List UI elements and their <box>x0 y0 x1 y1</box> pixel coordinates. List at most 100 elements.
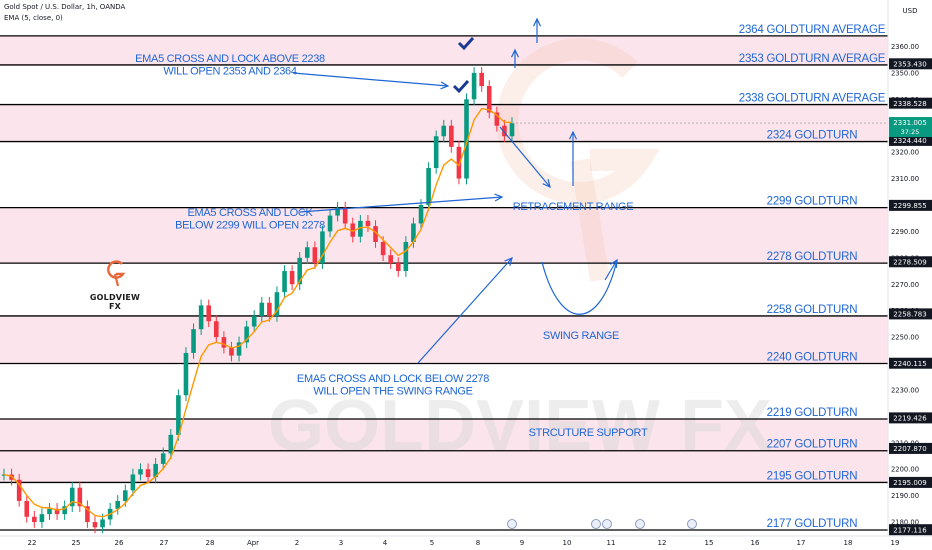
level-label: 2207 GOLDTURN <box>767 439 858 451</box>
time-tick-label: 16 <box>751 539 760 547</box>
currency-label: USD <box>903 7 918 15</box>
price-tag-bg <box>889 357 932 369</box>
price-tag-bg <box>889 134 932 146</box>
time-tick-label: 26 <box>115 539 124 547</box>
time-tick-label: 12 <box>658 539 667 547</box>
candle-body <box>85 506 90 523</box>
level-label: 2240 GOLDTURN <box>767 352 858 364</box>
candle-body <box>176 395 181 435</box>
ema-line <box>3 107 513 518</box>
level-label: 2278 GOLDTURN <box>767 251 858 263</box>
level-labels-layer: 2364 GOLDTURN AVERAGE 2353 GOLDTURN AVERA… <box>739 24 886 530</box>
price-tag-bg <box>889 58 932 70</box>
price-tag: 2207.870 <box>893 445 926 453</box>
candle-body <box>403 241 409 272</box>
arrow-retracement-head <box>542 179 551 189</box>
candle-body <box>274 292 280 316</box>
symbol-title: Gold Spot / U.S. Dollar, 1h, OANDA <box>4 3 126 11</box>
price-tick-label: 2320.00 <box>891 149 919 157</box>
price-tick-label: 2200.00 <box>891 466 919 474</box>
level-label: 2258 GOLDTURN <box>767 304 858 316</box>
candle-body <box>335 207 340 216</box>
annotation-text: EMA5 CROSS AND LOCK ABOVE 2238 <box>135 53 325 65</box>
current-price: 2331.005 <box>893 119 926 127</box>
candle-body <box>198 305 204 330</box>
event-flag-icon[interactable] <box>635 519 645 529</box>
candle-body <box>213 321 219 338</box>
arrow-up-2353-head <box>510 48 520 58</box>
price-tag: 2299.855 <box>893 202 926 210</box>
event-flag-icon[interactable] <box>687 519 697 529</box>
candle-body <box>54 508 60 515</box>
time-tick-label: Apr <box>247 539 259 547</box>
candle-body <box>486 86 492 113</box>
price-tag: 2240.115 <box>893 360 926 368</box>
time-axis-bg <box>0 536 932 550</box>
price-tag-bg <box>889 524 932 536</box>
candle-body <box>39 514 45 523</box>
price-tag: 2177.116 <box>893 526 927 534</box>
candle-body <box>191 329 196 353</box>
price-tick-label: 2180.00 <box>891 519 919 527</box>
candle-body <box>100 519 105 528</box>
watermark-text: GOLDVIEW FX <box>268 386 772 466</box>
candle-body <box>411 223 416 242</box>
bar-countdown: 37:25 <box>901 128 920 136</box>
candle-body <box>441 125 447 137</box>
annotation-text: SWING RANGE <box>543 330 619 342</box>
level-label: 2219 GOLDTURN <box>767 407 858 419</box>
candle-body <box>464 99 469 179</box>
level-label: 2299 GOLDTURN <box>767 196 858 208</box>
candle-body <box>251 315 257 327</box>
event-flag-icon[interactable] <box>591 519 601 529</box>
price-tag: 2195.009 <box>893 479 926 487</box>
candle-body <box>229 347 234 356</box>
event-flag-icon[interactable] <box>602 519 612 529</box>
event-flag-icon[interactable] <box>507 519 517 529</box>
annotation-text: RETRACEMENT RANGE <box>513 201 634 213</box>
price-tick-label: 2250.00 <box>891 334 919 342</box>
price-tag-bg <box>889 256 932 268</box>
candle-body <box>494 112 500 126</box>
price-tick-label: 2350.00 <box>891 69 919 77</box>
goldview-logo: GOLDVIEW FX <box>84 258 146 311</box>
candle-body <box>183 352 189 396</box>
price-tag: 2324.440 <box>893 137 926 145</box>
price-tick-label: 2290.00 <box>891 228 919 236</box>
candle-body <box>123 490 128 501</box>
time-tick-label: 10 <box>563 539 572 547</box>
watermark-logo-arc <box>496 38 661 205</box>
price-tag: 2338.528 <box>893 100 926 108</box>
candle-body <box>153 463 158 478</box>
time-tick-label: 18 <box>844 539 853 547</box>
candle-body <box>380 241 386 256</box>
candle-body <box>236 342 242 356</box>
swing-curve-arrow <box>604 259 618 281</box>
candle-body <box>24 500 30 517</box>
candle-body <box>433 136 439 168</box>
candle-body <box>206 305 212 322</box>
time-tick-label: 27 <box>160 539 169 547</box>
price-tick-label: 2230.00 <box>891 386 919 394</box>
arrow-to-breakout-head <box>440 81 450 90</box>
watermark-logo-icon <box>496 38 661 282</box>
arrow-to-2278 <box>417 257 513 364</box>
time-tick-label: 15 <box>705 539 714 547</box>
candle-body <box>304 247 310 258</box>
time-axis: 22 25 26 27 28 Apr 2 3 4 5 8 9 10 11 12 15 16 17 18 19 <box>0 519 932 550</box>
arrow-retracement <box>499 126 551 188</box>
candle-body <box>342 207 348 224</box>
candle-body <box>244 326 249 343</box>
price-axis: USD2360.002350.002340.002330.002320.0023… <box>512 0 932 550</box>
time-tick-label: 8 <box>476 539 480 547</box>
price-tick-label: 2360.00 <box>891 43 919 51</box>
swing-curve-arrow-head <box>609 258 618 269</box>
candle-body <box>160 453 166 464</box>
arrow-to-breakout <box>292 72 449 87</box>
candle-body <box>312 247 318 264</box>
candle-body <box>32 516 37 523</box>
price-tag: 2219.426 <box>893 414 927 422</box>
candle-body <box>509 123 515 137</box>
